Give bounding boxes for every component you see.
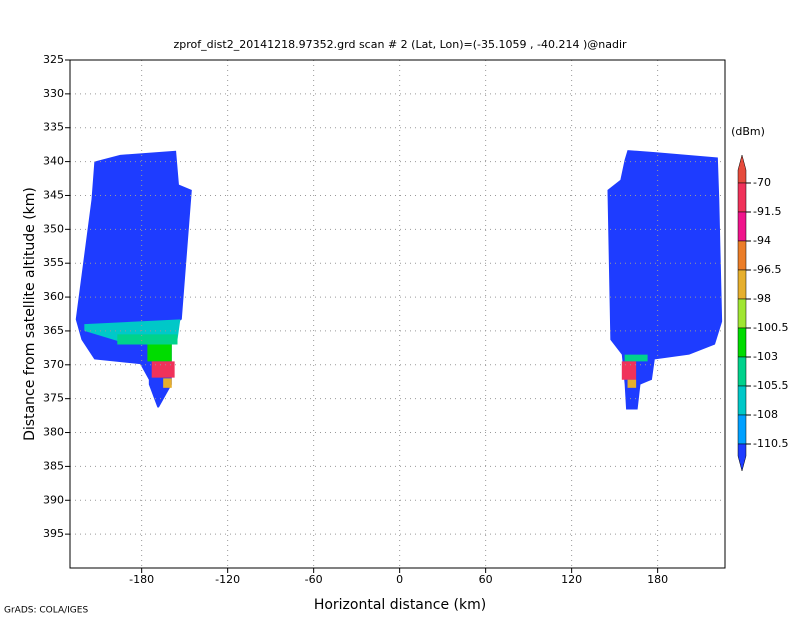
colorbar-tick-label: -100.5	[753, 321, 788, 334]
data-region	[627, 379, 637, 388]
colorbar-segment	[737, 154, 747, 184]
y-tick-label: 335	[43, 121, 64, 134]
y-tick-label: 350	[43, 222, 64, 235]
colorbar-tick-label: -103	[753, 350, 778, 363]
x-tick-label: 180	[647, 573, 668, 586]
x-tick-label: -120	[215, 573, 240, 586]
data-region	[624, 354, 648, 362]
colorbar-segment	[737, 356, 747, 387]
x-axis-label: Horizontal distance (km)	[314, 597, 486, 613]
colorbar-segment	[737, 182, 747, 213]
chart-title: zprof_dist2_20141218.97352.grd scan # 2 …	[173, 38, 627, 51]
y-tick-label: 345	[43, 188, 64, 201]
y-tick-label: 380	[43, 426, 64, 439]
data-region	[117, 334, 178, 345]
colorbar-tick-label: -70	[753, 176, 771, 189]
colorbar-tick-label: -91.5	[753, 205, 781, 218]
y-tick-label: 325	[43, 53, 64, 66]
colorbar-tick-label: -96.5	[753, 263, 781, 276]
data-region	[163, 378, 172, 388]
y-tick-label: 375	[43, 392, 64, 405]
x-tick-label: 120	[561, 573, 582, 586]
colorbar-label: (dBm)	[731, 125, 765, 138]
y-tick-label: 370	[43, 358, 64, 371]
footer: GrADS: COLA/IGES	[4, 606, 88, 616]
plot-frame	[69, 59, 726, 569]
colorbar-tick-label: -108	[753, 408, 778, 421]
data-region	[151, 361, 175, 378]
y-tick-label: 395	[43, 527, 64, 540]
x-tick-label: -180	[129, 573, 154, 586]
colorbar-segment	[737, 298, 747, 329]
colorbar-segment	[737, 385, 747, 416]
y-tick-label: 355	[43, 256, 64, 269]
colorbar-segment	[737, 327, 747, 358]
colorbar-tick-label: -94	[753, 234, 771, 247]
y-tick-label: 365	[43, 324, 64, 337]
x-tick-label: 60	[479, 573, 493, 586]
colorbar-segment	[737, 211, 747, 242]
data-region	[147, 344, 172, 362]
y-tick-label: 385	[43, 459, 64, 472]
colorbar-tick-label: -110.5	[753, 437, 788, 450]
y-tick-label: 340	[43, 155, 64, 168]
colorbar-tick-label: -105.5	[753, 379, 788, 392]
y-axis-label: Distance from satellite altitude (km)	[22, 187, 38, 441]
colorbar-segment	[737, 443, 747, 472]
colorbar-tick-label: -98	[753, 292, 771, 305]
y-tick-label: 360	[43, 290, 64, 303]
x-tick-label: 0	[396, 573, 403, 586]
data-region	[607, 150, 723, 410]
colorbar-segment	[737, 269, 747, 300]
data-region	[621, 361, 637, 380]
colorbar-segment	[737, 240, 747, 271]
x-tick-label: -60	[305, 573, 323, 586]
y-tick-label: 330	[43, 87, 64, 100]
y-tick-label: 390	[43, 493, 64, 506]
colorbar-segment	[737, 414, 747, 445]
